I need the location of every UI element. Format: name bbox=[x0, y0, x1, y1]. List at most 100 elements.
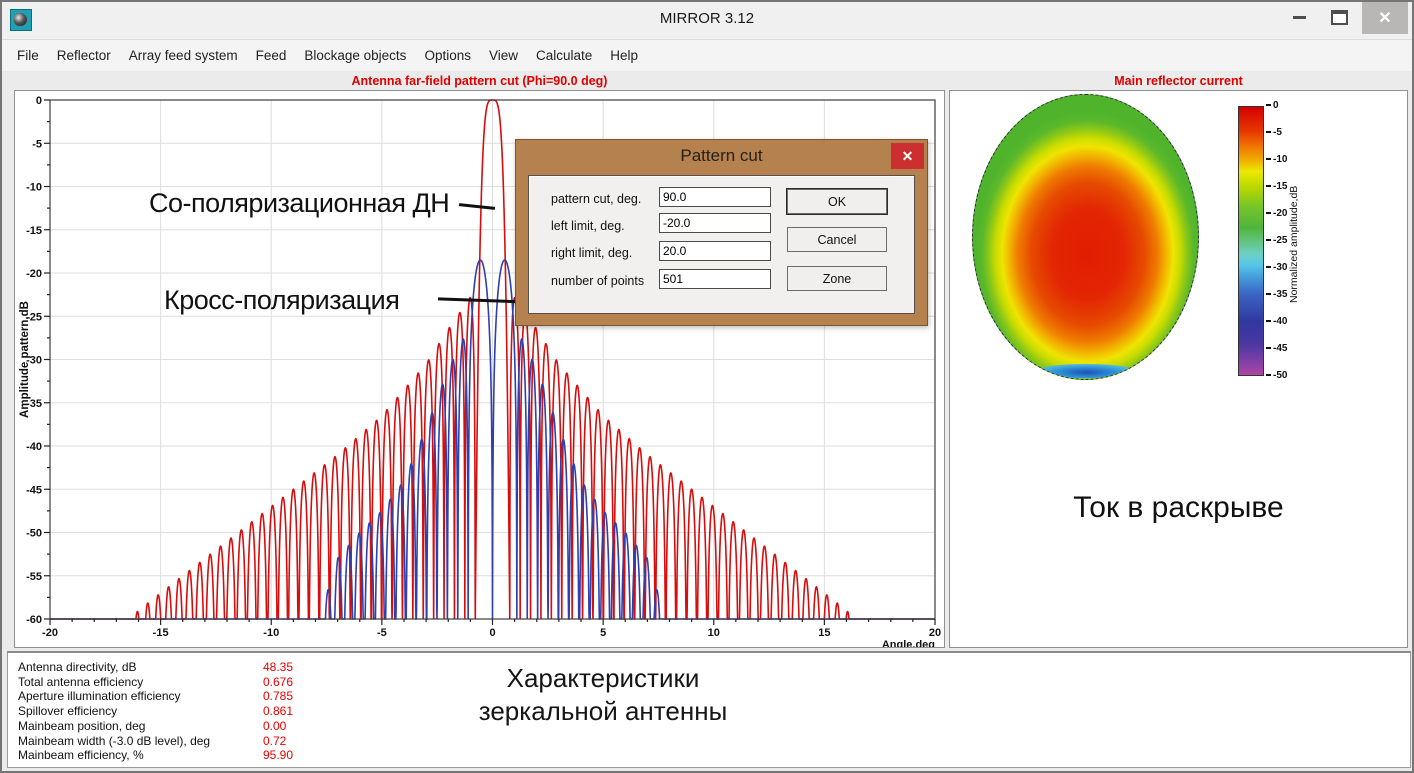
svg-text:-15: -15 bbox=[26, 225, 42, 237]
menu-item-reflector[interactable]: Reflector bbox=[56, 48, 111, 63]
svg-text:-10: -10 bbox=[26, 182, 42, 194]
svg-text:-45: -45 bbox=[26, 484, 42, 496]
result-row: Aperture illumination efficiency 0.785 bbox=[18, 689, 293, 704]
menu-item-help[interactable]: Help bbox=[610, 48, 639, 63]
svg-text:-55: -55 bbox=[26, 571, 42, 583]
colorbar-tick-label: -50 bbox=[1266, 370, 1287, 381]
result-row: Mainbeam width (-3.0 dB level), deg 0.72 bbox=[18, 734, 293, 749]
menu-item-blockage-objects[interactable]: Blockage objects bbox=[304, 48, 407, 63]
left-limit-field-label: left limit, deg. bbox=[551, 219, 625, 233]
minimize-icon bbox=[1292, 15, 1306, 19]
svg-text:-10: -10 bbox=[263, 627, 279, 639]
number-of-points-input[interactable] bbox=[659, 269, 771, 289]
result-label: Antenna directivity, dB bbox=[18, 660, 137, 674]
colorbar-tick-label: -25 bbox=[1266, 235, 1287, 246]
result-value: 95.90 bbox=[263, 748, 294, 763]
svg-text:-60: -60 bbox=[26, 614, 42, 626]
result-label: Mainbeam position, deg bbox=[18, 718, 146, 733]
colorbar-tick-label: -30 bbox=[1266, 262, 1287, 273]
result-label: Aperture illumination efficiency bbox=[18, 689, 181, 704]
results-caption-line2: зеркальной антенны bbox=[478, 695, 728, 726]
dialog-close-button[interactable]: ✕ bbox=[891, 143, 924, 169]
title-bar[interactable]: MIRROR 3.12 ✕ bbox=[2, 2, 1412, 40]
svg-text:10: 10 bbox=[708, 627, 720, 639]
menu-item-array-feed-system[interactable]: Array feed system bbox=[128, 48, 238, 63]
menu-bar: File Reflector Array feed system Feed Bl… bbox=[2, 40, 1412, 71]
svg-text:15: 15 bbox=[818, 627, 830, 639]
pattern-cut-input[interactable] bbox=[659, 187, 771, 207]
results-caption-line1: Характеристики bbox=[506, 663, 700, 693]
svg-text:0: 0 bbox=[489, 627, 495, 639]
colorbar-tick-label: -15 bbox=[1266, 181, 1287, 192]
pattern-cut-field-label: pattern cut, deg. bbox=[551, 192, 642, 206]
aperture-current-heatmap bbox=[972, 94, 1199, 380]
result-row: Mainbeam position, deg 0.00 bbox=[18, 719, 293, 734]
app-logo-icon bbox=[10, 9, 32, 31]
svg-text:-25: -25 bbox=[26, 311, 42, 323]
result-row: Spillover efficiency 0.861 bbox=[18, 704, 293, 719]
dialog-body: pattern cut, deg. left limit, deg. right… bbox=[528, 175, 915, 314]
window-title: MIRROR 3.12 bbox=[659, 10, 755, 27]
maximize-icon bbox=[1330, 9, 1348, 25]
aperture-annotation-label: Ток в раскрыве bbox=[1073, 491, 1284, 524]
colorbar-axis-label: Normalized amplitude,dB bbox=[1288, 185, 1300, 303]
result-label: Total antenna efficiency bbox=[18, 674, 144, 689]
result-value: 0.00 bbox=[263, 718, 287, 733]
svg-text:-20: -20 bbox=[26, 268, 42, 280]
svg-text:-5: -5 bbox=[377, 627, 387, 639]
svg-text:-20: -20 bbox=[42, 627, 58, 639]
result-value: 0.861 bbox=[263, 704, 294, 719]
crosspol-annotation-label: Кросс-поляризация bbox=[164, 285, 400, 315]
pattern-chart-caption: Antenna far-field pattern cut (Phi=90.0 … bbox=[351, 74, 608, 88]
close-button[interactable]: ✕ bbox=[1362, 2, 1408, 34]
results-caption: Характеристики зеркальной антенны bbox=[438, 662, 768, 727]
colorbar-tick-label: -40 bbox=[1266, 316, 1287, 327]
colorbar-tick-label: -35 bbox=[1266, 289, 1287, 300]
svg-text:-40: -40 bbox=[26, 441, 42, 453]
cancel-button[interactable]: Cancel bbox=[787, 227, 887, 252]
aperture-blue-spot bbox=[1035, 364, 1136, 378]
menu-item-options[interactable]: Options bbox=[424, 48, 471, 63]
menu-item-calculate[interactable]: Calculate bbox=[536, 48, 593, 63]
reflector-current-caption: Main reflector current bbox=[1114, 74, 1243, 88]
minimize-button[interactable] bbox=[1282, 2, 1316, 32]
colorbar-tick-label: -20 bbox=[1266, 208, 1287, 219]
colorbar-tick-label: -10 bbox=[1266, 154, 1287, 165]
reflector-current-panel: 0 -5 -10 -15 -20 -25 -30 -35 -40 -45 -50 Normalize… bbox=[949, 90, 1408, 648]
svg-text:5: 5 bbox=[600, 627, 606, 639]
maximize-button[interactable] bbox=[1322, 2, 1356, 32]
colorbar-tick-label: -5 bbox=[1266, 127, 1282, 138]
right-limit-field-label: right limit, deg. bbox=[551, 246, 633, 260]
pattern-cut-dialog[interactable]: Pattern cut ✕ pattern cut, deg. left lim… bbox=[515, 139, 928, 326]
zone-button[interactable]: Zone bbox=[787, 266, 887, 291]
colorbar bbox=[1238, 106, 1264, 376]
result-value: 0.785 bbox=[263, 689, 294, 704]
menu-item-view[interactable]: View bbox=[488, 48, 518, 63]
result-value: 0.676 bbox=[263, 674, 294, 689]
svg-text:Amplitude pattern,dB: Amplitude pattern,dB bbox=[19, 301, 31, 418]
dialog-title: Pattern cut bbox=[680, 146, 763, 165]
ok-button[interactable]: OK bbox=[786, 188, 888, 215]
menu-item-file[interactable]: File bbox=[17, 48, 39, 63]
result-label: Mainbeam efficiency, % bbox=[18, 748, 144, 763]
svg-text:-35: -35 bbox=[26, 398, 42, 410]
colorbar-tick-label: -45 bbox=[1266, 343, 1287, 354]
results-list: Antenna directivity, dB 48.35 Total anten… bbox=[18, 660, 293, 763]
colorbar-tick-label: 0 bbox=[1266, 100, 1279, 111]
result-row: Antenna directivity, dB 48.35 bbox=[18, 660, 293, 675]
result-value: 48.35 bbox=[263, 660, 294, 674]
left-limit-input[interactable] bbox=[659, 213, 771, 233]
right-limit-input[interactable] bbox=[659, 241, 771, 261]
svg-text:-15: -15 bbox=[153, 627, 169, 639]
result-value: 0.72 bbox=[263, 733, 287, 748]
menu-item-feed[interactable]: Feed bbox=[255, 48, 287, 63]
result-label: Mainbeam width (-3.0 dB level), deg bbox=[18, 733, 211, 748]
svg-text:-50: -50 bbox=[26, 528, 42, 540]
svg-text:-5: -5 bbox=[32, 138, 42, 150]
svg-text:Angle,deg: Angle,deg bbox=[882, 639, 935, 647]
svg-text:-30: -30 bbox=[26, 355, 42, 367]
result-row: Total antenna efficiency 0.676 bbox=[18, 675, 293, 690]
svg-text:0: 0 bbox=[36, 95, 42, 107]
result-label: Spillover efficiency bbox=[18, 704, 118, 719]
